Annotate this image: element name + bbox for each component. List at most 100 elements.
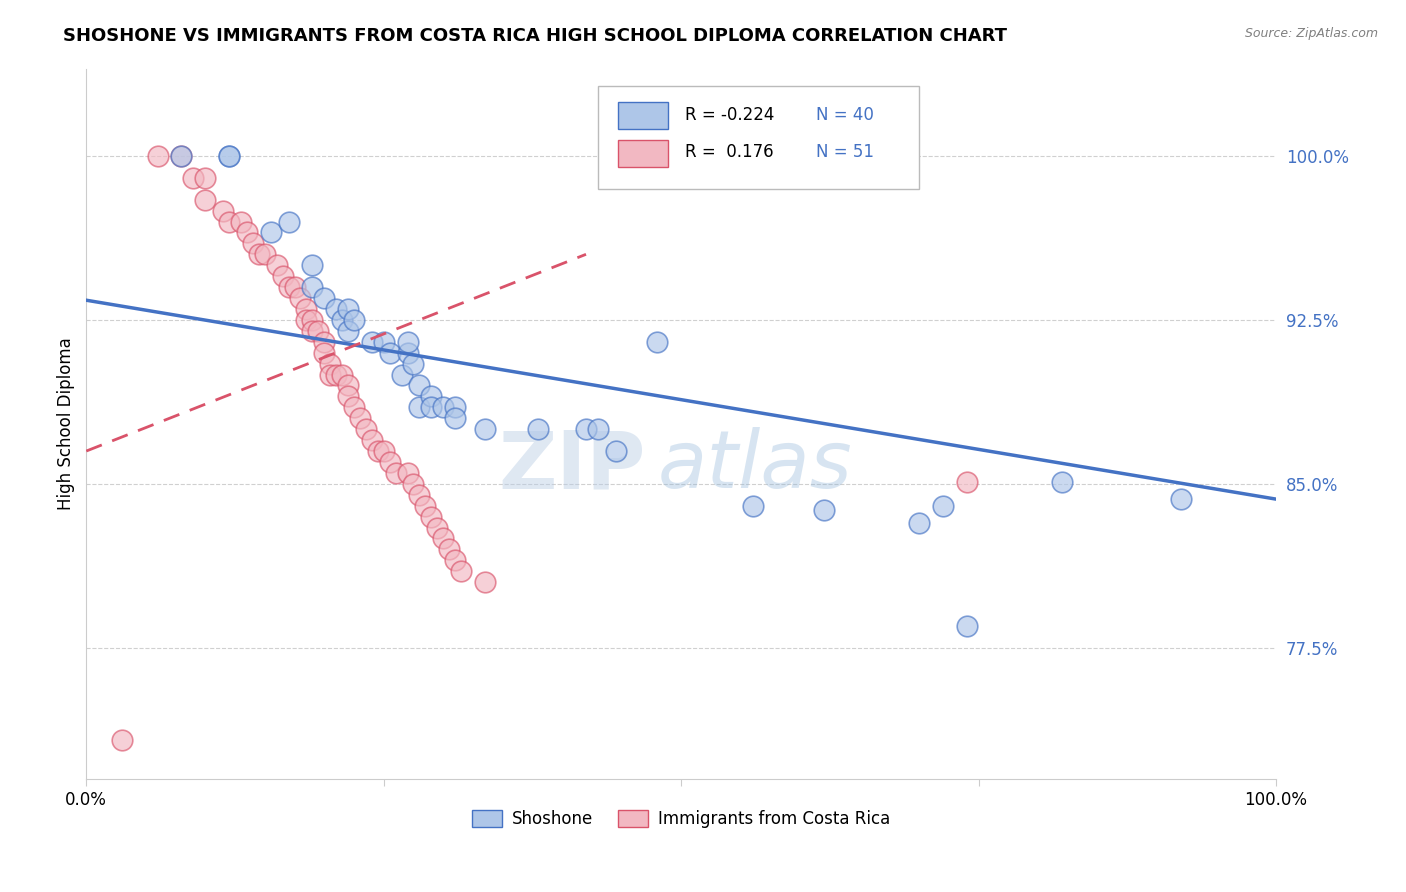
- Point: [314, 334, 336, 349]
- Point: [474, 575, 496, 590]
- Point: [420, 389, 443, 403]
- Point: [373, 334, 395, 349]
- FancyBboxPatch shape: [619, 102, 668, 129]
- Point: [330, 313, 353, 327]
- Point: [908, 516, 931, 531]
- Point: [396, 334, 419, 349]
- Point: [360, 433, 382, 447]
- Point: [183, 170, 205, 185]
- Point: [956, 619, 979, 633]
- Point: [444, 401, 467, 415]
- Point: [426, 520, 449, 534]
- Point: [301, 258, 323, 272]
- Point: [450, 564, 472, 578]
- Point: [283, 280, 305, 294]
- Point: [277, 280, 299, 294]
- Point: [194, 170, 217, 185]
- Point: [813, 503, 835, 517]
- Text: Source: ZipAtlas.com: Source: ZipAtlas.com: [1244, 27, 1378, 40]
- Point: [420, 401, 443, 415]
- Point: [301, 280, 323, 294]
- Text: R =  0.176: R = 0.176: [685, 144, 773, 161]
- Point: [391, 368, 413, 382]
- Point: [277, 214, 299, 228]
- Point: [314, 345, 336, 359]
- Point: [319, 357, 342, 371]
- Text: N = 51: N = 51: [815, 144, 873, 161]
- Point: [111, 732, 134, 747]
- Point: [396, 466, 419, 480]
- Text: N = 40: N = 40: [815, 106, 873, 124]
- Point: [337, 324, 360, 338]
- Point: [408, 488, 430, 502]
- Point: [402, 357, 425, 371]
- Point: [290, 291, 312, 305]
- Point: [527, 422, 550, 436]
- Point: [378, 455, 401, 469]
- Point: [741, 499, 763, 513]
- Point: [253, 247, 276, 261]
- Point: [301, 313, 323, 327]
- Text: ZIP: ZIP: [498, 427, 645, 506]
- Point: [330, 368, 353, 382]
- Point: [1170, 492, 1192, 507]
- Point: [236, 226, 259, 240]
- Point: [437, 542, 460, 557]
- Point: [307, 324, 329, 338]
- Point: [314, 291, 336, 305]
- Point: [354, 422, 377, 436]
- Point: [360, 334, 382, 349]
- Point: [586, 422, 609, 436]
- Point: [402, 476, 425, 491]
- Point: [444, 553, 467, 567]
- Point: [396, 345, 419, 359]
- Point: [384, 466, 406, 480]
- Point: [170, 149, 193, 163]
- Legend: Shoshone, Immigrants from Costa Rica: Shoshone, Immigrants from Costa Rica: [465, 803, 897, 835]
- Point: [1050, 475, 1073, 489]
- Point: [349, 411, 371, 425]
- Point: [229, 214, 252, 228]
- Point: [212, 203, 235, 218]
- Point: [420, 509, 443, 524]
- Point: [444, 411, 467, 425]
- Y-axis label: High School Diploma: High School Diploma: [58, 337, 75, 510]
- Point: [247, 247, 270, 261]
- Point: [266, 258, 288, 272]
- Point: [408, 401, 430, 415]
- Point: [408, 378, 430, 392]
- Point: [337, 389, 360, 403]
- Point: [218, 149, 240, 163]
- Text: atlas: atlas: [658, 427, 852, 506]
- Point: [373, 444, 395, 458]
- Point: [378, 345, 401, 359]
- Point: [343, 313, 366, 327]
- Point: [337, 301, 360, 316]
- FancyBboxPatch shape: [619, 139, 668, 167]
- Point: [343, 401, 366, 415]
- Point: [319, 368, 342, 382]
- Point: [295, 301, 318, 316]
- Point: [218, 214, 240, 228]
- Point: [432, 401, 454, 415]
- Point: [170, 149, 193, 163]
- Point: [474, 422, 496, 436]
- Text: SHOSHONE VS IMMIGRANTS FROM COSTA RICA HIGH SCHOOL DIPLOMA CORRELATION CHART: SHOSHONE VS IMMIGRANTS FROM COSTA RICA H…: [63, 27, 1007, 45]
- Point: [605, 444, 627, 458]
- Point: [575, 422, 598, 436]
- Point: [194, 193, 217, 207]
- Point: [432, 532, 454, 546]
- Point: [337, 378, 360, 392]
- Point: [295, 313, 318, 327]
- FancyBboxPatch shape: [598, 87, 920, 189]
- Point: [415, 499, 437, 513]
- Point: [956, 475, 979, 489]
- Point: [242, 236, 264, 251]
- Point: [367, 444, 389, 458]
- Point: [301, 324, 323, 338]
- Point: [260, 226, 283, 240]
- Point: [325, 368, 347, 382]
- Point: [647, 334, 669, 349]
- Point: [218, 149, 240, 163]
- Point: [146, 149, 169, 163]
